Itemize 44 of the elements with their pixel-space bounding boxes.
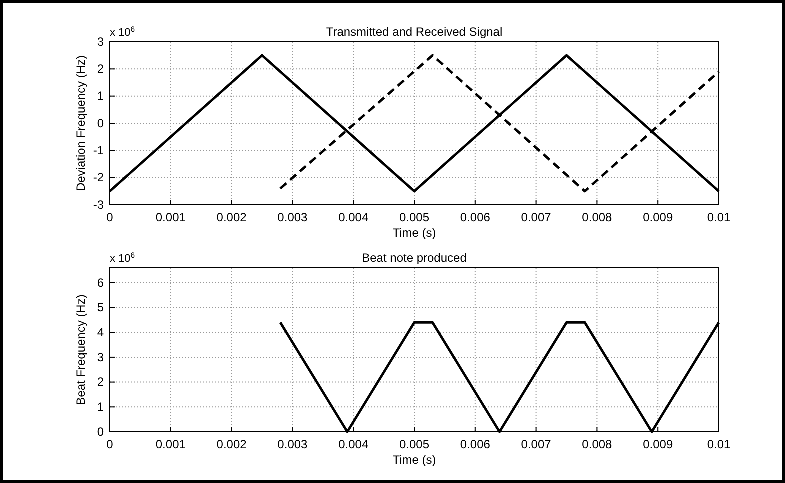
- y-tick-label: 1: [97, 89, 104, 104]
- x-tick-label: 0.005: [399, 210, 430, 225]
- x-tick-label: 0.003: [278, 210, 308, 225]
- text: x 10$^{6}$: [110, 250, 136, 265]
- y-tick-label: 3: [97, 34, 104, 49]
- text: x 10$^{6}$: [110, 24, 136, 39]
- x-tick-label: 0.004: [338, 210, 369, 225]
- chart-title: Beat note produced: [362, 251, 467, 265]
- x-tick-label: 0: [106, 438, 114, 452]
- x-tick-label: 0.002: [216, 438, 248, 452]
- y-tick-label: 2: [97, 375, 104, 390]
- y-tick-label: 1: [97, 400, 104, 414]
- x-tick-label: 0.001: [156, 438, 186, 452]
- y-tick-label: -3: [93, 198, 104, 212]
- x-tick-label: 0.001: [156, 210, 186, 225]
- y-tick-label: -1: [93, 144, 104, 158]
- x-tick-label: 0.005: [399, 438, 430, 452]
- chart-title: Transmitted and Received Signal: [326, 25, 503, 39]
- y-axis-title: Deviation Frequency (Hz): [74, 55, 88, 192]
- x-tick-label: 0: [106, 210, 114, 225]
- x-tick-label: 0.01: [707, 210, 731, 225]
- x-tick-label: 0.006: [460, 438, 491, 452]
- x-axis-title: Time (s): [392, 453, 436, 467]
- x-tick-label: 0.008: [582, 210, 613, 225]
- x-tick-label: 0.008: [582, 438, 613, 452]
- y-tick-label: 0: [97, 424, 104, 439]
- y-tick-label: 4: [97, 325, 104, 340]
- x-tick-label: 0.009: [643, 210, 674, 225]
- y-tick-label: 2: [97, 62, 104, 76]
- x-tick-label: 0.007: [521, 438, 552, 452]
- x-axis-title: Time (s): [392, 226, 436, 240]
- y-tick-label: 6: [97, 276, 104, 290]
- x-tick-label: 0.002: [216, 210, 248, 225]
- x-tick-label: 0.009: [643, 438, 674, 452]
- x-tick-label: 0.004: [338, 438, 369, 452]
- y-axis-title: Beat Frequency (Hz): [74, 294, 88, 406]
- y-tick-label: -2: [93, 170, 104, 185]
- y-tick-label: 5: [97, 300, 104, 315]
- x-tick-label: 0.007: [521, 210, 552, 225]
- y-tick-label: 3: [97, 350, 104, 364]
- x-tick-label: 0.003: [278, 438, 308, 452]
- x-tick-label: 0.01: [707, 438, 731, 452]
- x-tick-label: 0.006: [460, 210, 491, 225]
- y-tick-label: 0: [97, 116, 104, 130]
